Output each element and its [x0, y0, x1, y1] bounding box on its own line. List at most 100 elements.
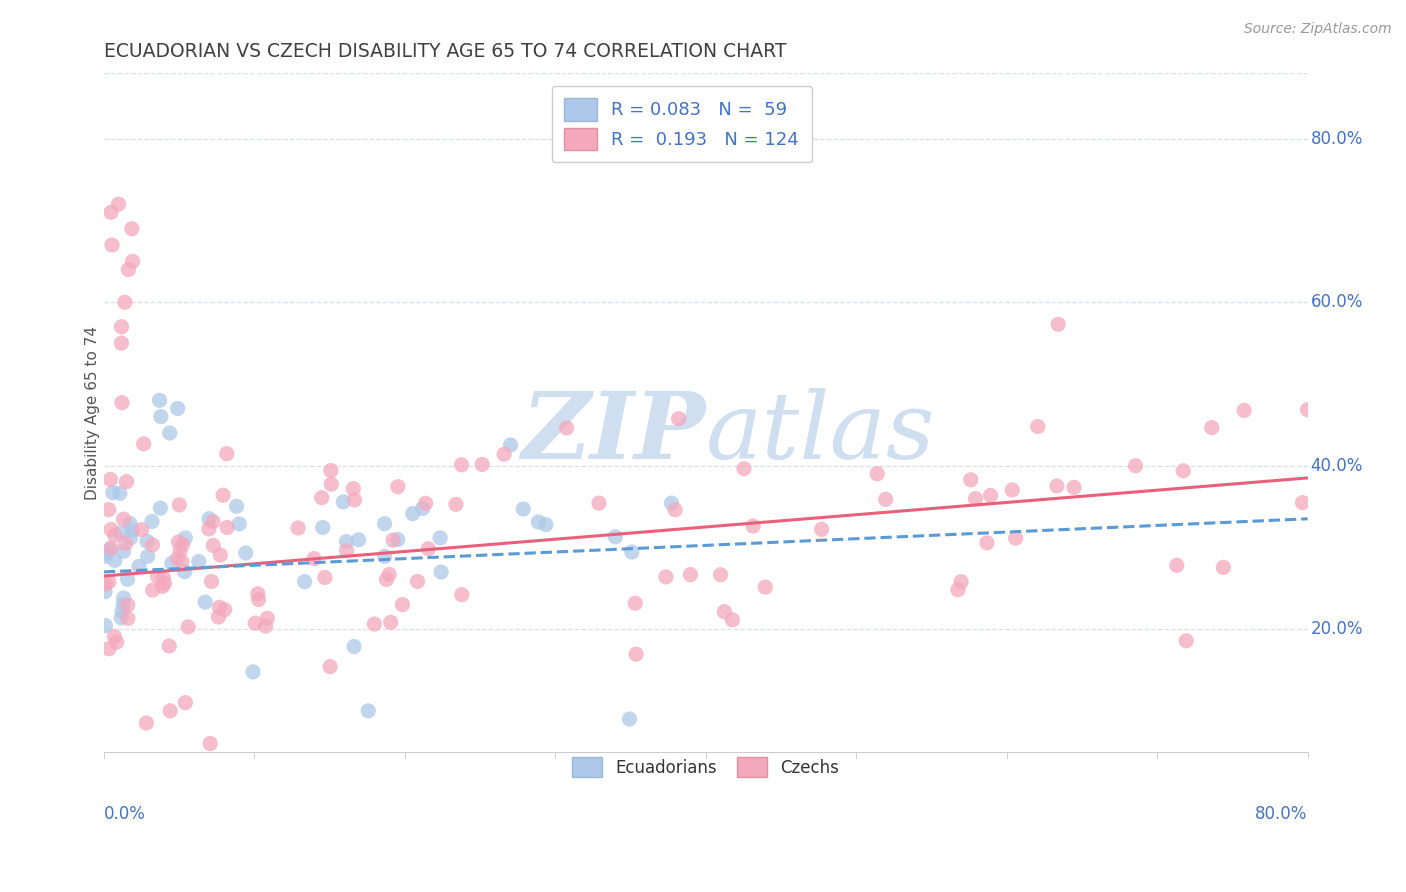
Point	[1026, 419, 1049, 434]
Point	[620, 545, 643, 559]
Point	[287, 521, 309, 535]
Point	[363, 617, 385, 632]
Point	[135, 716, 157, 731]
Point	[754, 580, 776, 594]
Point	[174, 531, 197, 545]
Point	[1175, 633, 1198, 648]
Point	[709, 567, 731, 582]
Point	[114, 295, 136, 310]
Point	[212, 488, 235, 502]
Point	[375, 573, 398, 587]
Point	[121, 221, 143, 235]
Point	[343, 492, 366, 507]
Point	[228, 516, 250, 531]
Point	[94, 618, 117, 632]
Point	[357, 704, 380, 718]
Point	[152, 571, 174, 585]
Point	[142, 582, 165, 597]
Point	[120, 531, 142, 545]
Point	[319, 659, 342, 673]
Point	[342, 482, 364, 496]
Point	[131, 523, 153, 537]
Point	[107, 197, 129, 211]
Point	[117, 572, 139, 586]
Point	[242, 665, 264, 679]
Point	[172, 538, 194, 552]
Point	[1166, 558, 1188, 573]
Point	[97, 574, 120, 589]
Point	[976, 536, 998, 550]
Point	[332, 495, 354, 509]
Point	[103, 629, 125, 643]
Point	[534, 517, 557, 532]
Point	[110, 611, 132, 625]
Y-axis label: Disability Age 65 to 74: Disability Age 65 to 74	[86, 326, 100, 500]
Point	[201, 515, 224, 529]
Point	[115, 475, 138, 489]
Point	[217, 520, 239, 534]
Point	[335, 534, 357, 549]
Point	[946, 582, 969, 597]
Point	[112, 597, 135, 611]
Point	[605, 530, 627, 544]
Point	[159, 704, 181, 718]
Point	[1296, 402, 1319, 417]
Point	[412, 501, 434, 516]
Point	[104, 553, 127, 567]
Point	[555, 421, 578, 435]
Point	[450, 588, 472, 602]
Point	[378, 567, 401, 582]
Point	[314, 570, 336, 584]
Text: 80.0%: 80.0%	[1310, 130, 1362, 148]
Point	[160, 557, 183, 571]
Point	[302, 551, 325, 566]
Point	[512, 502, 534, 516]
Point	[245, 616, 267, 631]
Point	[159, 425, 181, 440]
Point	[319, 464, 342, 478]
Point	[198, 737, 221, 751]
Point	[208, 600, 231, 615]
Point	[430, 565, 453, 579]
Text: ZIP: ZIP	[522, 388, 706, 478]
Text: 20.0%: 20.0%	[1310, 620, 1364, 638]
Point	[110, 526, 132, 541]
Point	[1004, 531, 1026, 545]
Point	[146, 569, 169, 583]
Point	[655, 570, 678, 584]
Point	[118, 516, 141, 531]
Text: 80.0%: 80.0%	[1256, 805, 1308, 822]
Point	[157, 639, 180, 653]
Point	[121, 254, 143, 268]
Point	[149, 409, 172, 424]
Point	[97, 502, 120, 516]
Point	[200, 574, 222, 589]
Point	[387, 480, 409, 494]
Point	[311, 491, 333, 505]
Point	[209, 548, 232, 562]
Point	[343, 640, 366, 654]
Point	[1125, 458, 1147, 473]
Point	[1001, 483, 1024, 497]
Point	[198, 522, 221, 536]
Point	[380, 615, 402, 630]
Point	[100, 205, 122, 219]
Point	[402, 507, 425, 521]
Point	[112, 591, 135, 605]
Point	[128, 559, 150, 574]
Point	[668, 411, 690, 425]
Point	[527, 515, 550, 529]
Text: Source: ZipAtlas.com: Source: ZipAtlas.com	[1244, 22, 1392, 37]
Point	[965, 491, 987, 506]
Point	[169, 543, 191, 558]
Point	[742, 519, 765, 533]
Point	[150, 579, 173, 593]
Point	[141, 515, 163, 529]
Point	[959, 473, 981, 487]
Point	[214, 602, 236, 616]
Point	[294, 574, 316, 589]
Point	[98, 542, 121, 557]
Text: 60.0%: 60.0%	[1310, 293, 1362, 311]
Point	[111, 395, 134, 409]
Point	[187, 555, 209, 569]
